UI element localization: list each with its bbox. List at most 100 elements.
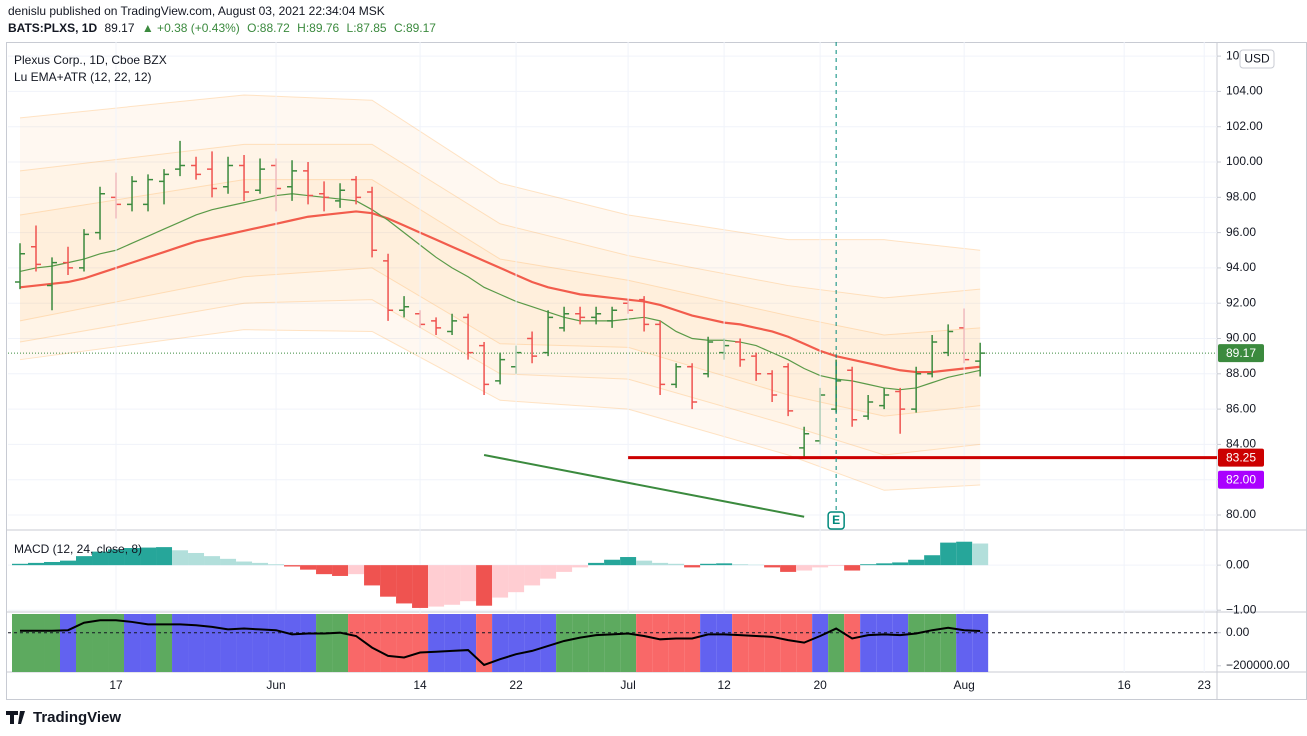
macd-bar — [668, 563, 685, 566]
state-band — [972, 614, 989, 672]
ohlc-bar — [559, 306, 570, 332]
price-tag — [1218, 344, 1264, 363]
ohlc-bar — [223, 156, 234, 194]
state-band — [28, 614, 45, 672]
ohlc-bar — [63, 246, 74, 275]
ohlc-bar — [479, 342, 490, 395]
macd-bar — [764, 565, 781, 568]
macd-bar — [364, 565, 381, 586]
macd-bar — [956, 541, 973, 566]
ohlc-bar — [927, 334, 938, 378]
state-band — [876, 614, 893, 672]
ohlc-bar — [975, 342, 986, 377]
state-band — [572, 614, 589, 672]
ohlc-bar — [527, 331, 538, 364]
ohlc-bar — [431, 317, 442, 335]
macd-bar — [28, 562, 45, 566]
ohlc-bar — [687, 363, 698, 410]
macd-bar — [316, 565, 333, 575]
state-band — [652, 614, 669, 672]
y-tick-label: 96.00 — [1226, 225, 1256, 239]
ohlc-open: O:88.72 — [247, 21, 290, 35]
macd-bar — [556, 565, 573, 572]
state-band — [60, 614, 77, 672]
x-tick-label: 23 — [1198, 678, 1212, 692]
main-pane — [8, 55, 1217, 516]
macd-bar — [156, 547, 173, 566]
macd-bar — [828, 565, 845, 567]
macd-bar — [124, 548, 141, 566]
ohlc-bar — [463, 313, 474, 360]
macd-bar — [540, 565, 557, 579]
ohlc-bar — [31, 225, 42, 272]
state-band — [348, 614, 365, 672]
ohlc-bar — [639, 296, 650, 332]
macd-bar — [972, 543, 989, 566]
macd-bar — [636, 560, 653, 566]
macd-bar — [428, 565, 445, 607]
state-band — [684, 614, 701, 672]
y-tick-label: 0.00 — [1226, 557, 1250, 571]
ohlc-bar — [175, 140, 186, 177]
state-band — [748, 614, 765, 672]
state-band — [220, 614, 237, 672]
ohlc-bar — [143, 174, 154, 212]
ohlc-bar — [383, 253, 394, 321]
macd-bar — [108, 549, 125, 566]
state-band — [668, 614, 685, 672]
ohlc-bar — [735, 338, 746, 367]
state-band — [412, 614, 429, 672]
ohlc-bar — [447, 313, 458, 335]
ohlc-bar — [895, 387, 906, 434]
macd-bar — [812, 565, 829, 568]
x-tick-label: 12 — [717, 678, 731, 692]
state-band — [92, 614, 109, 672]
macd-bar — [268, 564, 285, 566]
state-band — [396, 614, 413, 672]
macd-bar — [284, 565, 301, 567]
macd-bar — [940, 542, 957, 566]
state-band — [236, 614, 253, 672]
price-tag-label: 82.00 — [1226, 472, 1256, 486]
state-band — [588, 614, 605, 672]
ohlc-bar — [783, 363, 794, 417]
state-band — [204, 614, 221, 672]
indicator-title: Lu EMA+ATR (12, 22, 12) — [14, 70, 152, 84]
ohlc-bar — [863, 394, 874, 420]
y-tick-label: 88.00 — [1226, 366, 1256, 380]
ohlc-bar — [239, 154, 250, 201]
y-tick-label: 84.00 — [1226, 437, 1256, 451]
macd-bar — [604, 559, 621, 566]
ohlc-bar — [127, 176, 138, 212]
state-band — [172, 614, 189, 672]
state-band — [716, 614, 733, 672]
macd-bar — [332, 565, 349, 576]
state-band — [860, 614, 877, 672]
macd-bar — [684, 565, 701, 568]
ohlc-bar — [255, 158, 266, 194]
ohlc-bar — [879, 387, 890, 410]
macd-bar — [44, 561, 61, 566]
state-band — [332, 614, 349, 672]
state-band — [828, 614, 845, 672]
x-tick-label: 14 — [413, 678, 427, 692]
state-band — [252, 614, 269, 672]
last: 89.17 — [104, 21, 134, 35]
y-tick-label: −200000.00 — [1226, 658, 1290, 672]
macd-bar — [652, 562, 669, 566]
macd-bar — [140, 547, 157, 566]
macd-bar — [460, 565, 477, 602]
ohlc-bar — [495, 352, 506, 385]
macd-bar — [476, 565, 493, 606]
macd-bar — [508, 565, 525, 593]
usd-badge[interactable]: USD — [1239, 49, 1275, 69]
state-band — [12, 614, 29, 672]
ohlc-bar — [335, 183, 346, 208]
ohlc-bar — [191, 156, 202, 180]
state-band — [76, 614, 93, 672]
state-band — [908, 614, 925, 672]
macd-bar — [876, 563, 893, 566]
ohlc-high: H:89.76 — [297, 21, 339, 35]
macd-bar — [300, 565, 317, 570]
